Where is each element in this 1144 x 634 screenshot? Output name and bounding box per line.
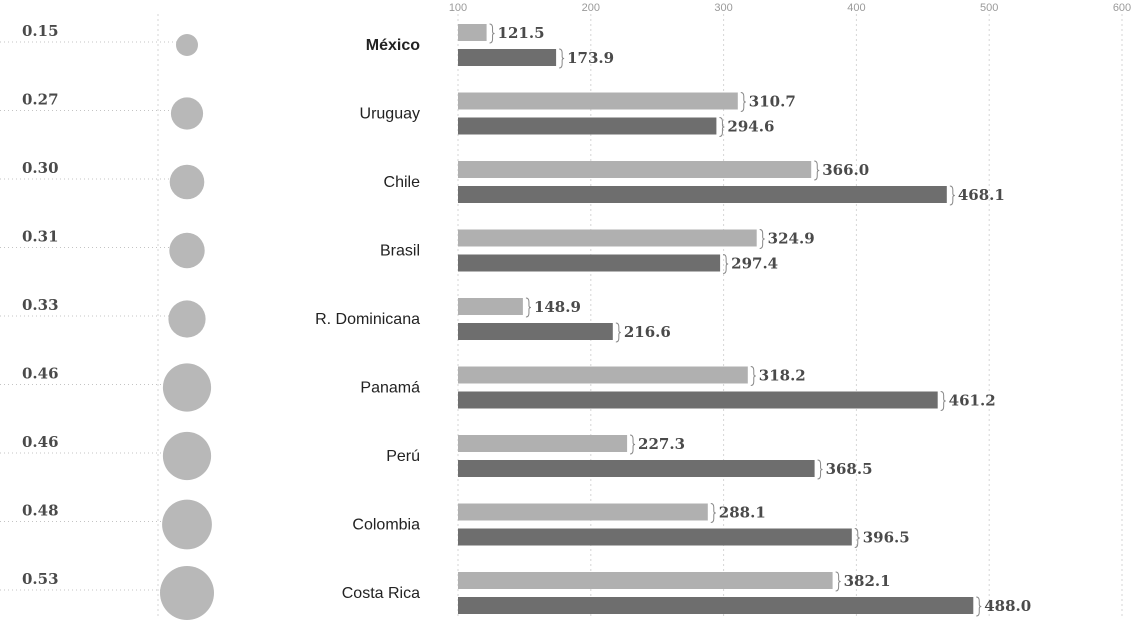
bar-brace: [854, 528, 860, 548]
bar-brace: [976, 596, 982, 617]
data-label: 366.0: [822, 161, 869, 179]
bar-brace: [489, 23, 495, 44]
row-index-label: 0.27: [22, 91, 59, 109]
bar-series-2: [458, 49, 557, 66]
bar-brace: [525, 297, 531, 318]
bar-brace: [814, 160, 820, 181]
data-label: 368.5: [826, 460, 873, 478]
bar-series-2: [458, 186, 947, 203]
data-label: 318.2: [759, 367, 806, 385]
bar-series-2: [458, 323, 613, 340]
category-label: Brasil: [380, 243, 420, 260]
row-index-label: 0.53: [22, 570, 59, 588]
value-marker: [160, 566, 214, 620]
category-label: México: [366, 37, 420, 54]
bar-brace: [740, 92, 746, 112]
bar-brace: [940, 391, 946, 411]
bar-brace: [559, 48, 565, 69]
value-marker: [168, 300, 206, 338]
bar-brace: [835, 571, 841, 592]
x-tick-label: 500: [980, 2, 998, 14]
bar-series-1: [458, 366, 748, 384]
bar-series-2: [458, 391, 938, 409]
bar-brace: [615, 322, 621, 343]
bar-series-1: [458, 572, 833, 589]
x-tick-label: 100: [449, 2, 467, 14]
x-tick-label: 300: [714, 2, 732, 14]
bar-series-1: [458, 229, 757, 247]
row-index-label: 0.48: [22, 502, 59, 520]
value-marker: [170, 97, 204, 130]
data-label: 288.1: [719, 504, 766, 522]
data-label: 173.9: [567, 49, 614, 67]
row-index-label: 0.31: [22, 228, 59, 246]
value-marker: [162, 431, 212, 481]
data-label: 148.9: [534, 298, 581, 316]
bar-brace: [759, 229, 765, 249]
row-index-label: 0.15: [22, 22, 59, 40]
category-label: Uruguay: [360, 106, 420, 123]
bar-brace: [723, 254, 729, 274]
value-marker: [176, 34, 198, 56]
category-label: Perú: [386, 448, 420, 465]
bar-series-1: [458, 92, 738, 110]
value-marker: [162, 499, 212, 550]
row-index-label: 0.46: [22, 365, 59, 383]
data-label: 382.1: [844, 572, 891, 590]
row-index-label: 0.46: [22, 433, 59, 451]
category-label: Panamá: [360, 380, 420, 397]
data-label: 294.6: [727, 118, 774, 136]
bar-series-2: [458, 117, 717, 135]
bar-series-1: [458, 503, 708, 521]
data-label: 216.6: [624, 323, 671, 341]
bar-series-2: [458, 597, 974, 614]
data-label: 121.5: [498, 24, 545, 42]
data-label: 227.3: [638, 435, 685, 453]
category-label: Colombia: [352, 517, 420, 534]
bar-series-1: [458, 24, 487, 41]
category-label: R. Dominicana: [315, 311, 420, 328]
value-marker: [169, 232, 205, 269]
x-tick-label: 400: [847, 2, 865, 14]
value-marker: [162, 363, 212, 412]
data-label: 468.1: [958, 186, 1005, 204]
data-label: 297.4: [731, 255, 778, 273]
bar-series-2: [458, 460, 815, 477]
category-label: Costa Rica: [342, 585, 420, 602]
x-tick-label: 200: [582, 2, 600, 14]
bar-brace: [817, 459, 823, 480]
bar-series-1: [458, 435, 628, 452]
value-marker: [169, 164, 205, 200]
bar-series-1: [458, 161, 812, 178]
data-label: 461.2: [949, 392, 996, 410]
bar-brace: [750, 366, 756, 386]
bar-series-1: [458, 298, 523, 315]
data-label: 324.9: [768, 230, 815, 248]
row-index-label: 0.30: [22, 159, 59, 177]
category-label: Chile: [384, 174, 421, 191]
bar-series-2: [458, 254, 721, 272]
row-index-label: 0.33: [22, 296, 59, 314]
data-label: 310.7: [749, 93, 796, 111]
x-tick-label: 600: [1113, 2, 1131, 14]
data-label: 396.5: [863, 529, 910, 547]
bar-brace: [630, 434, 636, 455]
bar-series-2: [458, 528, 852, 546]
bar-brace: [710, 503, 716, 523]
data-label: 488.0: [984, 597, 1031, 615]
bar-brace: [949, 185, 955, 206]
